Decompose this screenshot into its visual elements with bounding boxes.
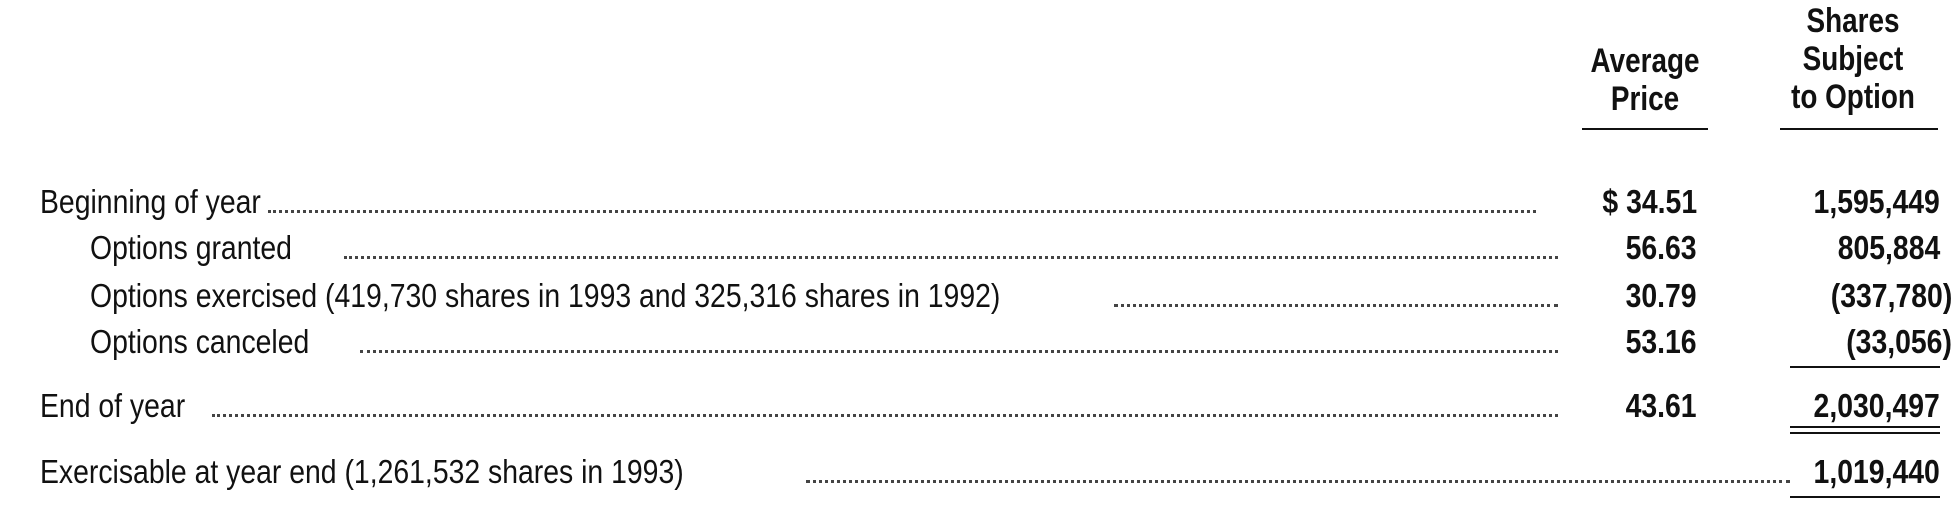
shares-beginning: 1,595,449 [1813,183,1940,220]
average-price-header-underline [1582,128,1708,130]
shares-subject-header: Shares Subject to Option [1775,2,1931,116]
dot-leader [360,350,1558,353]
price-beginning: $ 34.51 [1602,183,1697,220]
price-granted: 56.63 [1625,229,1697,266]
price-canceled: 53.16 [1625,323,1697,360]
row-label-end: End of year [40,387,186,424]
dot-leader [212,414,1558,417]
shares-subject-header-line1: Shares [1806,2,1900,40]
shares-subject-header-line3: to Option [1791,78,1915,116]
dot-leader [806,480,1790,483]
shares-subject-header-line2: Subject [1802,40,1904,78]
exercisable-underline [1790,496,1940,498]
dot-leader [1114,304,1558,307]
row-label-beginning: Beginning of year [40,183,261,220]
dot-leader [344,256,1558,259]
shares-exercisable: 1,019,440 [1813,453,1940,490]
shares-granted: 805,884 [1837,229,1940,266]
table-row-exercised: Options exercised (419,730 shares in 199… [0,276,1952,316]
shares-subject-header-underline [1780,128,1938,130]
table-row-granted: Options granted 56.63 805,884 [0,228,1952,268]
row-label-canceled: Options canceled [90,323,310,360]
average-price-header: Average Price [1575,42,1714,118]
table-row-canceled: Options canceled 53.16 (33,056) [0,322,1952,362]
average-price-header-line2: Price [1610,80,1680,118]
row-label-exercised: Options exercised (419,730 shares in 199… [90,277,1001,314]
row-label-granted: Options granted [90,229,292,266]
row-label-exercisable: Exercisable at year end (1,261,532 share… [40,453,684,490]
shares-end: 2,030,497 [1813,387,1940,424]
price-end: 43.61 [1625,387,1697,424]
shares-exercised: (337,780) [1830,277,1952,314]
subtotal-rule [1790,366,1940,368]
table-row-exercisable: Exercisable at year end (1,261,532 share… [0,452,1952,492]
table-row-end: End of year 43.61 2,030,497 [0,386,1952,426]
shares-canceled: (33,056) [1846,323,1952,360]
price-exercised: 30.79 [1625,277,1697,314]
total-double-rule [1790,426,1940,434]
dot-leader [268,210,1536,213]
table-row-beginning: Beginning of year $ 34.51 1,595,449 [0,182,1952,222]
average-price-header-line1: Average [1590,42,1700,80]
